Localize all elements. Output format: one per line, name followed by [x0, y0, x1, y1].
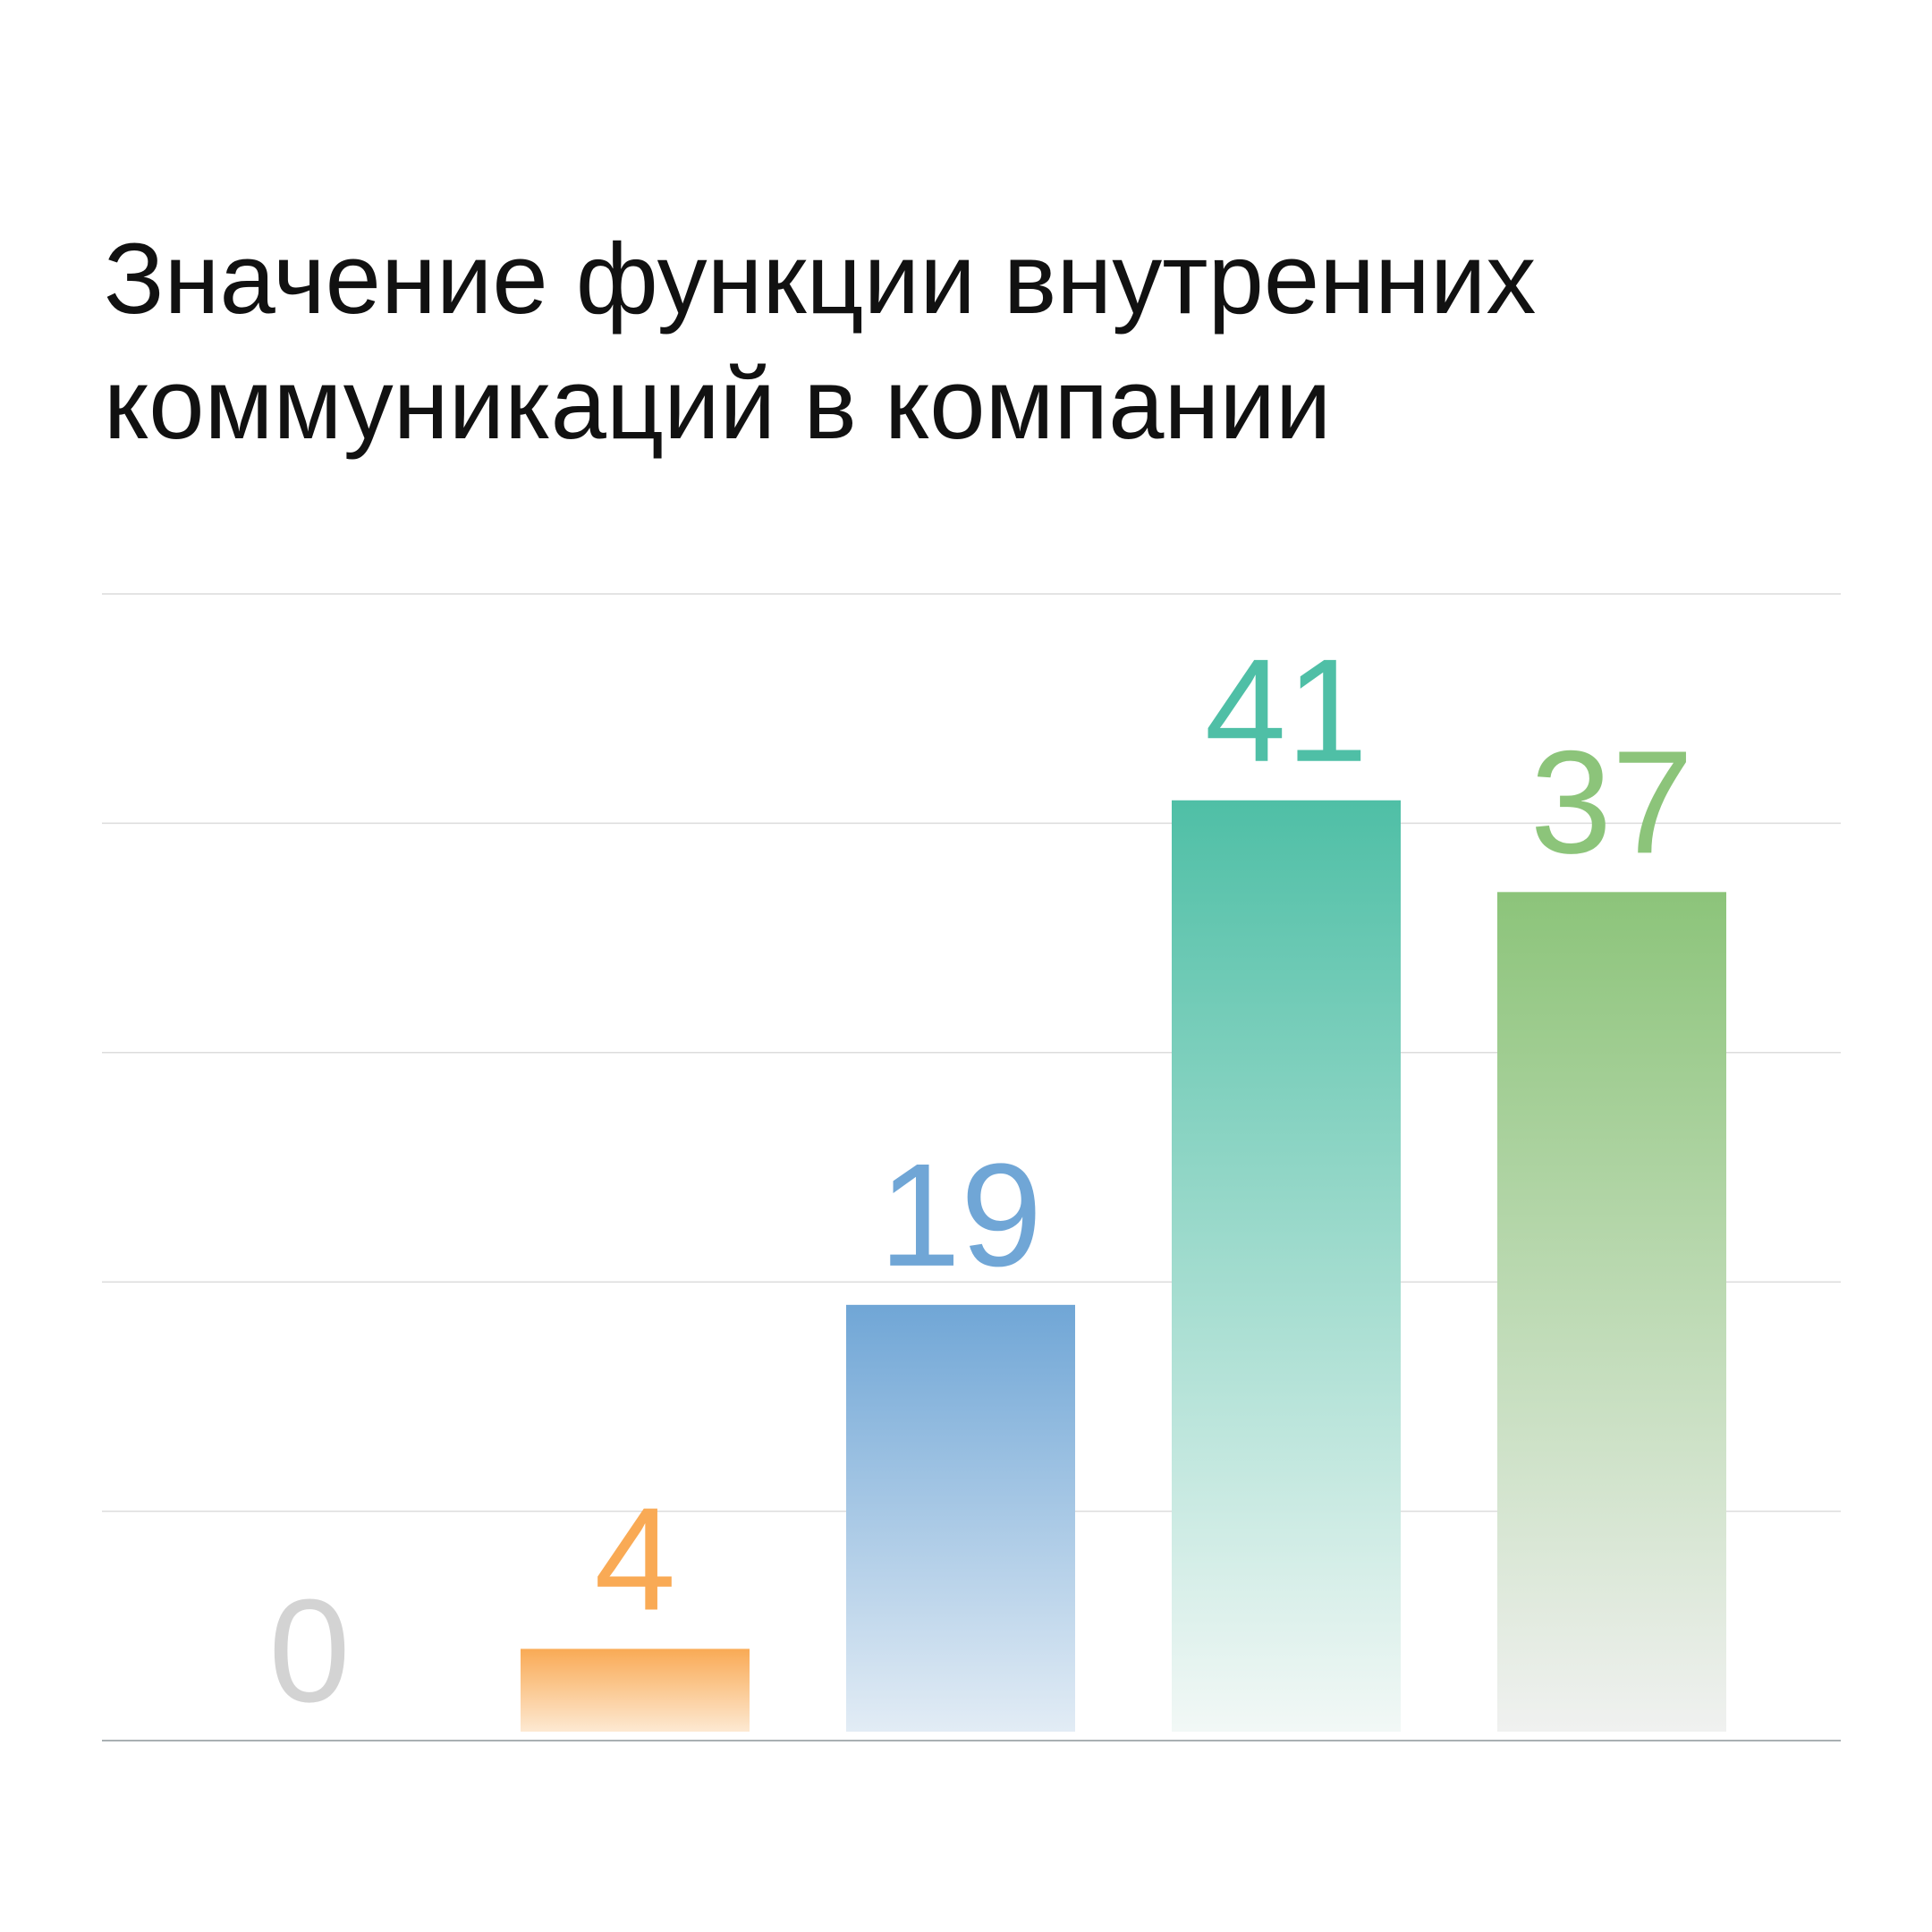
value-label-0: 0: [268, 1569, 350, 1733]
bar-3: [1172, 800, 1401, 1732]
value-label-1: 4: [594, 1477, 675, 1640]
value-labels: 0 4 19 41 37: [268, 629, 1693, 1733]
bar-1: [521, 1648, 750, 1732]
value-label-2: 19: [879, 1133, 1042, 1297]
value-label-4: 37: [1530, 720, 1693, 884]
value-label-3: 41: [1205, 629, 1368, 792]
bars: [521, 800, 1726, 1732]
bar-4: [1497, 892, 1726, 1732]
chart-title: Значение функции внутренних коммуникаций…: [104, 223, 1537, 460]
bar-2: [846, 1304, 1075, 1732]
